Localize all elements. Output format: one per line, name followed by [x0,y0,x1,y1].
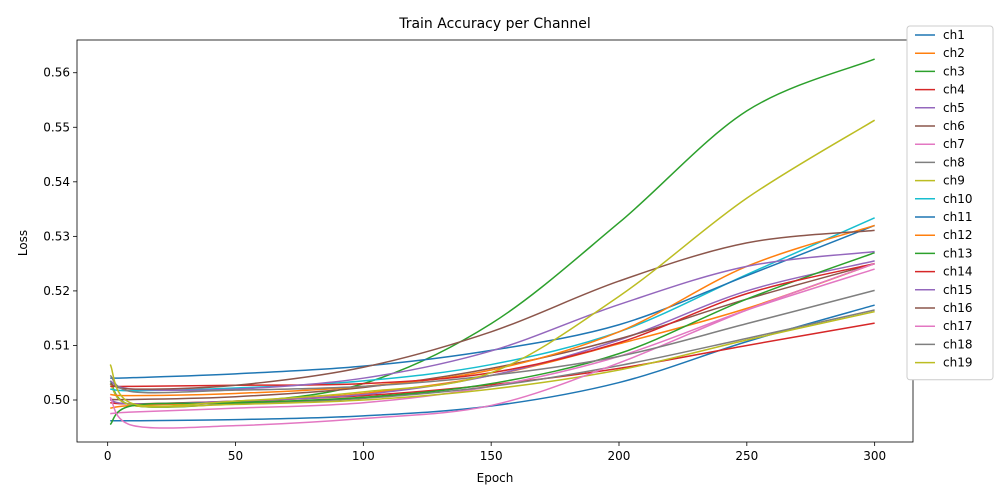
legend-label-ch18: ch18 [943,337,972,351]
legend-label-ch6: ch6 [943,119,965,133]
series-line-ch5 [110,260,875,405]
plot-area [109,58,876,429]
legend-label-ch3: ch3 [943,64,965,78]
legend-label-ch4: ch4 [943,83,965,97]
chart-title: Train Accuracy per Channel [398,16,591,32]
series-line-ch9 [109,310,875,408]
x-axis: 0 50 100 150 200 250 300 [104,442,886,463]
legend-label-ch9: ch9 [943,174,965,188]
y-axis: 0.50 0.51 0.52 0.53 0.54 0.55 0.56 [43,66,77,407]
series-line-ch12 [110,224,875,397]
legend-label-ch17: ch17 [943,319,972,333]
y-tick-label: 0.53 [43,229,70,243]
legend-label-ch14: ch14 [943,265,972,279]
series-line-ch19 [109,119,876,408]
series-line-ch14 [110,262,875,388]
y-tick-label: 0.50 [43,393,70,407]
legend-label-ch1: ch1 [943,28,965,42]
x-tick-label: 250 [735,449,758,463]
legend-label-ch10: ch10 [943,192,972,206]
x-tick-label: 0 [104,449,112,463]
series-line-ch13 [109,252,875,426]
series-line-ch11 [110,224,875,379]
x-tick-label: 50 [228,449,243,463]
series-line-ch15 [109,250,875,392]
x-axis-title: Epoch [477,471,514,485]
x-tick-label: 200 [608,449,631,463]
y-axis-title: Loss [16,230,30,256]
legend-label-ch19: ch19 [943,356,972,370]
legend-frame [906,25,994,381]
series-line-ch17 [109,262,875,429]
legend-label-ch16: ch16 [943,301,972,315]
series-line-ch7 [110,268,875,415]
y-tick-label: 0.51 [43,338,70,352]
legend-label-ch8: ch8 [943,155,965,169]
y-tick-label: 0.56 [43,66,70,80]
legend-label-ch5: ch5 [943,101,965,115]
series-line-ch1 [110,304,875,422]
series-line-ch18 [109,289,875,394]
y-tick-label: 0.54 [43,175,70,189]
series-line-ch3 [109,58,875,408]
legend-label-ch11: ch11 [943,210,972,224]
legend-label-ch15: ch15 [943,283,972,297]
series-line-ch8 [109,309,875,408]
legend-label-ch7: ch7 [943,137,965,151]
x-tick-label: 150 [480,449,503,463]
legend-label-ch12: ch12 [943,228,972,242]
legend: ch1 ch2 ch3 ch4 ch5 ch6 ch7 ch8 ch9 ch10 ch11 ch12 c… [906,25,994,381]
x-tick-label: 300 [863,449,886,463]
plot-frame [76,39,914,443]
legend-label-ch13: ch13 [943,246,972,260]
legend-label-ch2: ch2 [943,46,965,60]
x-tick-label: 100 [352,449,375,463]
y-tick-label: 0.55 [43,120,70,134]
y-tick-label: 0.52 [43,284,70,298]
series-line-ch16 [109,229,875,390]
